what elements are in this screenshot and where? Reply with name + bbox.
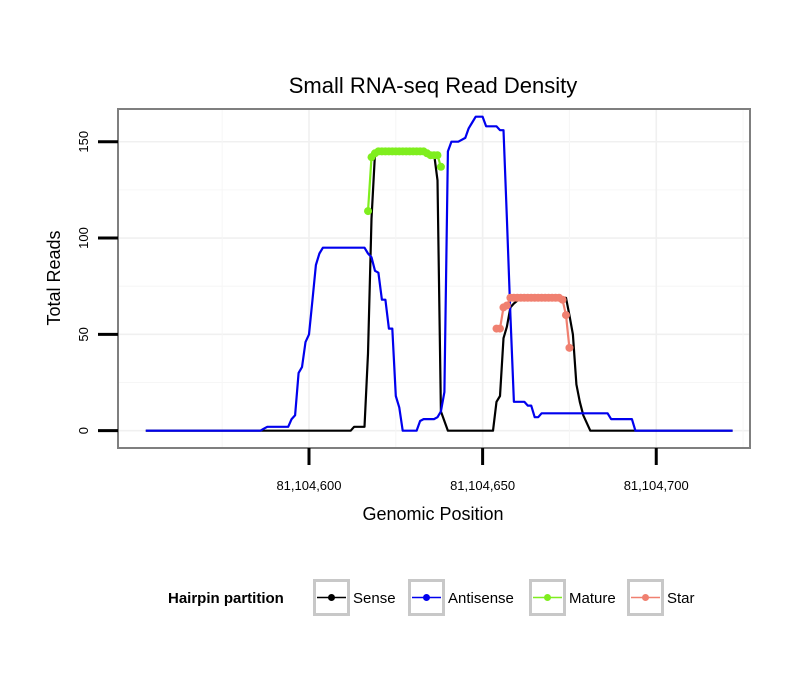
legend-item-sense: Sense <box>313 579 396 616</box>
legend: Hairpin partition Sense Antisense Mature St… <box>168 579 695 616</box>
antisense-series-line <box>145 115 733 432</box>
legend-item-star: Star <box>627 579 695 616</box>
legend-dot-mature <box>544 594 551 601</box>
star-point <box>558 295 567 304</box>
x-tick-label: 81,104,650 <box>450 478 515 493</box>
plot-border <box>117 108 751 449</box>
legend-label-antisense: Antisense <box>448 590 514 607</box>
star-point <box>565 343 574 352</box>
axes: 0 50 100 150 81,104,600 81,104,650 81,104,700 <box>76 131 689 493</box>
star-point <box>495 324 504 333</box>
plot-panel <box>117 108 751 449</box>
legend-item-antisense: Antisense <box>408 579 514 616</box>
plot-background <box>118 109 750 448</box>
series-layer <box>145 115 733 432</box>
star-point <box>561 311 570 320</box>
legend-title: Hairpin partition <box>168 590 284 607</box>
y-tick-label: 150 <box>76 131 91 153</box>
mature-point <box>433 151 442 160</box>
legend-label-star: Star <box>667 590 695 607</box>
x-tick-label: 81,104,600 <box>276 478 341 493</box>
star-point <box>502 301 511 310</box>
y-tick-label: 50 <box>76 327 91 341</box>
mature-point <box>364 207 373 216</box>
mature-point <box>436 162 445 171</box>
legend-item-mature: Mature <box>529 579 616 616</box>
legend-label-sense: Sense <box>353 590 396 607</box>
legend-dot-antisense <box>423 594 430 601</box>
sense-series-line <box>145 152 733 432</box>
y-tick-label: 100 <box>76 227 91 249</box>
x-axis-title: Genomic Position <box>362 504 503 524</box>
chart-title: Small RNA-seq Read Density <box>289 73 578 98</box>
y-tick-label: 0 <box>76 427 91 434</box>
y-axis-title: Total Reads <box>44 230 64 325</box>
x-tick-label: 81,104,700 <box>624 478 689 493</box>
legend-dot-sense <box>328 594 335 601</box>
legend-dot-star <box>642 594 649 601</box>
legend-label-mature: Mature <box>569 590 616 607</box>
grid-lines <box>118 109 750 448</box>
